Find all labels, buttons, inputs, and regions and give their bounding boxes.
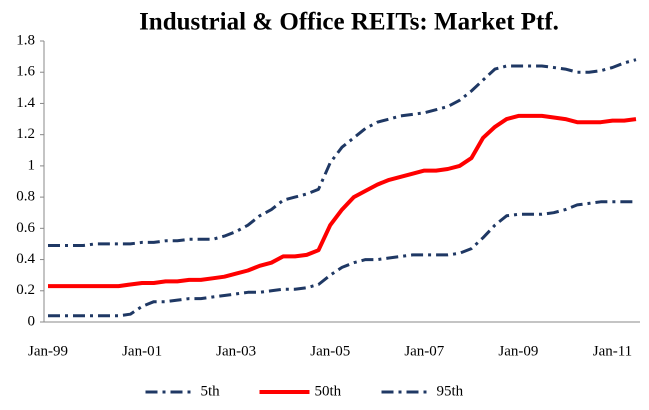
y-tick-label: 1.2 (16, 126, 35, 142)
x-tick-label: Jan-11 (593, 343, 632, 359)
series-line (48, 58, 637, 247)
series-line (48, 200, 636, 318)
x-tick-label: Jan-07 (404, 343, 444, 359)
y-tick-label: 0 (28, 313, 36, 329)
y-tick-label: 1.4 (16, 95, 35, 111)
legend-label: 5th (201, 383, 221, 399)
x-tick-label: Jan-03 (216, 343, 256, 359)
x-tick-label: Jan-09 (498, 343, 538, 359)
y-tick-label: 0.8 (16, 189, 35, 205)
x-tick-label: Jan-01 (122, 343, 162, 359)
y-tick-label: 0.4 (16, 251, 35, 267)
legend-label: 50th (315, 383, 342, 399)
x-tick-label: Jan-99 (28, 343, 68, 359)
y-tick-label: 0.6 (16, 220, 35, 236)
y-tick-label: 0.2 (16, 282, 35, 298)
y-tick-label: 1 (28, 157, 36, 173)
x-tick-label: Jan-05 (310, 343, 350, 359)
series-line (48, 113, 637, 289)
legend-label: 95th (437, 383, 464, 399)
y-tick-label: 1.8 (16, 32, 35, 48)
chart-title: Industrial & Office REITs: Market Ptf. (139, 9, 559, 36)
y-tick-label: 1.6 (16, 64, 35, 80)
